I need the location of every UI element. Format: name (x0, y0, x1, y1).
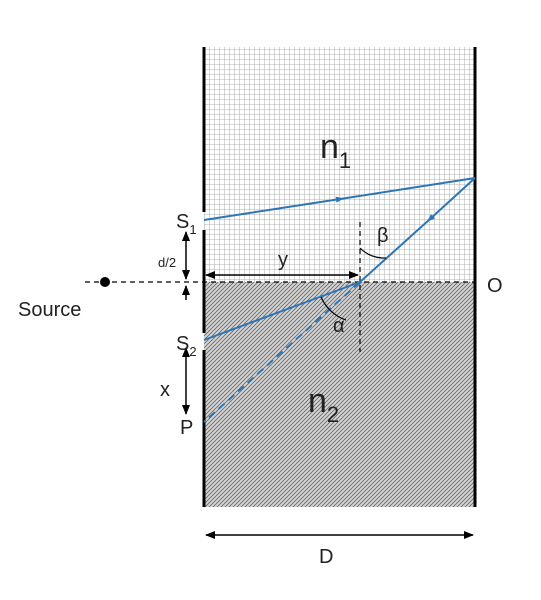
label-o: O (487, 275, 503, 297)
medium-2 (204, 282, 475, 507)
label-d: D (319, 546, 333, 568)
dimension-arrows (182, 231, 474, 539)
label-x: x (160, 379, 170, 401)
label-main: n (320, 128, 339, 166)
label-source: Source (18, 299, 81, 321)
label-main: S (176, 333, 189, 355)
label-beta: β (377, 225, 389, 247)
label-half-d: d/2 (158, 255, 176, 270)
angle-arcs (320, 247, 387, 321)
label-sub: 1 (339, 148, 351, 173)
label-n2: n2 (308, 382, 339, 427)
source-point (100, 277, 110, 287)
label-y: y (278, 249, 288, 271)
label-n1: n1 (320, 128, 351, 173)
label-sub: 1 (189, 222, 196, 237)
label-alpha: α (333, 315, 345, 337)
label-s2: S2 (176, 333, 197, 359)
rays (203, 177, 476, 423)
label-sub: 2 (189, 344, 196, 359)
label-sub: 2 (327, 402, 339, 427)
label-s1: S1 (176, 211, 197, 237)
medium-1 (204, 47, 475, 282)
label-p: P (180, 417, 193, 439)
label-main: n (308, 382, 327, 420)
walls (202, 47, 477, 507)
label-main: S (176, 211, 189, 233)
